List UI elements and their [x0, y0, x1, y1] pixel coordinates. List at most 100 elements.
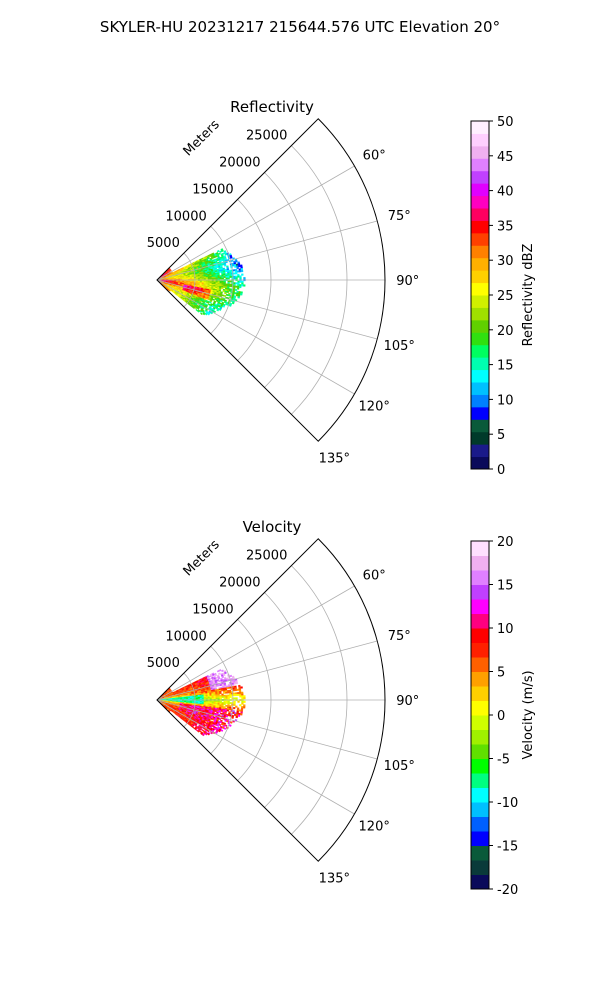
echo-cell	[218, 717, 222, 721]
colorbar-tick-label: 5	[497, 666, 505, 681]
colorbar-tick-label: 10	[497, 622, 514, 637]
echo-cell	[232, 269, 236, 272]
echo-cell	[223, 264, 227, 267]
echo-cell	[218, 669, 222, 672]
echo-cell	[229, 695, 232, 698]
echo-cell	[217, 276, 220, 279]
echo-cell	[235, 693, 238, 697]
echo-cell	[229, 274, 232, 277]
echo-cell	[227, 694, 230, 697]
echo-cell	[218, 672, 221, 675]
echo-cell	[220, 689, 224, 692]
echo-cell	[220, 287, 224, 290]
echo-cell	[235, 260, 238, 263]
echo-cell	[223, 697, 226, 700]
echo-cell	[218, 710, 221, 713]
echo-cell	[211, 278, 214, 280]
colorbar-tick-label: -5	[497, 753, 510, 768]
radial-tick-label: 5000	[147, 236, 180, 251]
echo-cell	[243, 284, 246, 287]
colorbar-segment	[471, 584, 489, 600]
echo-cell	[225, 691, 228, 694]
colorbar-segment	[471, 628, 489, 643]
echo-cell	[211, 698, 214, 700]
echo-cell	[243, 697, 246, 700]
colorbar-segment	[471, 145, 489, 159]
colorbar-segment	[471, 744, 489, 759]
colorbar-segment	[471, 170, 489, 184]
azimuth-spoke	[156, 165, 355, 281]
echo-cell	[219, 277, 222, 280]
echo-cell	[217, 696, 220, 699]
echo-cell	[218, 723, 222, 727]
colorbar-segment	[471, 245, 489, 259]
colorbar-segment	[471, 715, 489, 730]
azimuth-tick-label: 75°	[388, 209, 411, 224]
echo-cell	[227, 280, 230, 283]
azimuth-tick-label: 75°	[388, 629, 411, 644]
echo-cell	[226, 290, 229, 294]
azimuth-spoke	[156, 279, 355, 395]
colorbar-segment	[471, 319, 489, 333]
echo-cell	[235, 275, 238, 278]
radial-axis-label: Meters	[181, 117, 223, 159]
echo-cell	[223, 691, 226, 694]
echo-cell	[221, 276, 224, 279]
echo-cell	[216, 308, 220, 312]
radial-tick-label: 25000	[246, 549, 287, 564]
echo-cell	[221, 280, 224, 283]
radial-tick-label: 10000	[165, 629, 206, 644]
echo-cell	[213, 277, 216, 280]
echo-cell	[192, 306, 195, 309]
echo-cell	[233, 272, 236, 275]
colorbar-segment	[471, 657, 489, 672]
radial-tick-label: 10000	[165, 209, 206, 224]
azimuth-tick-label: 120°	[359, 819, 390, 834]
echo-cell	[224, 671, 227, 675]
echo-cell	[225, 277, 228, 280]
echo-cell	[237, 700, 240, 703]
colorbar-segment	[471, 195, 489, 209]
echo-cell	[234, 288, 238, 292]
echo-cell	[227, 700, 230, 703]
echo-cell	[221, 669, 224, 673]
radial-tick-label: 20000	[219, 576, 260, 591]
echo-cell	[215, 697, 218, 700]
echo-cell	[223, 276, 226, 279]
echo-cell	[235, 277, 238, 280]
echo-cell	[233, 275, 236, 278]
radial-tick-label: 15000	[192, 182, 233, 197]
echo-cell	[243, 695, 246, 698]
echo-cell	[223, 286, 226, 289]
echo-cell	[219, 271, 222, 273]
echo-cell	[225, 696, 228, 698]
echo-cell	[231, 716, 234, 719]
echo-cell	[219, 692, 222, 695]
echo-cell	[223, 294, 227, 298]
echo-cell	[240, 691, 244, 694]
colorbar-tick-label: 0	[497, 463, 505, 478]
echo-cell	[242, 706, 246, 709]
echo-cell	[228, 708, 232, 711]
colorbar-segment	[471, 860, 489, 875]
echo-cell	[197, 310, 200, 313]
echo-cell	[237, 273, 240, 276]
echo-cell	[232, 689, 236, 692]
colorbar-tick-label: 0	[497, 709, 505, 724]
colorbar-tick-label: 15	[497, 579, 514, 594]
echo-cell	[235, 705, 238, 708]
echo-cell	[241, 702, 244, 705]
echo-cell	[243, 700, 246, 703]
colorbar-segment	[471, 369, 489, 383]
echo-cell	[239, 277, 242, 280]
echo-data	[157, 248, 246, 316]
colorbar-segment	[471, 831, 489, 846]
colorbar-tick-label: 20	[497, 324, 514, 339]
azimuth-spoke	[156, 640, 378, 701]
reflectivity-panel: Reflectivity 5000 10000 15000 20000 25000 Mete…	[147, 98, 536, 478]
echo-cell	[223, 696, 226, 699]
echo-cell	[224, 724, 228, 727]
colorbar-tick-label: -20	[497, 883, 518, 898]
echo-cell	[213, 310, 217, 313]
azimuth-tick-label: 105°	[384, 759, 415, 774]
